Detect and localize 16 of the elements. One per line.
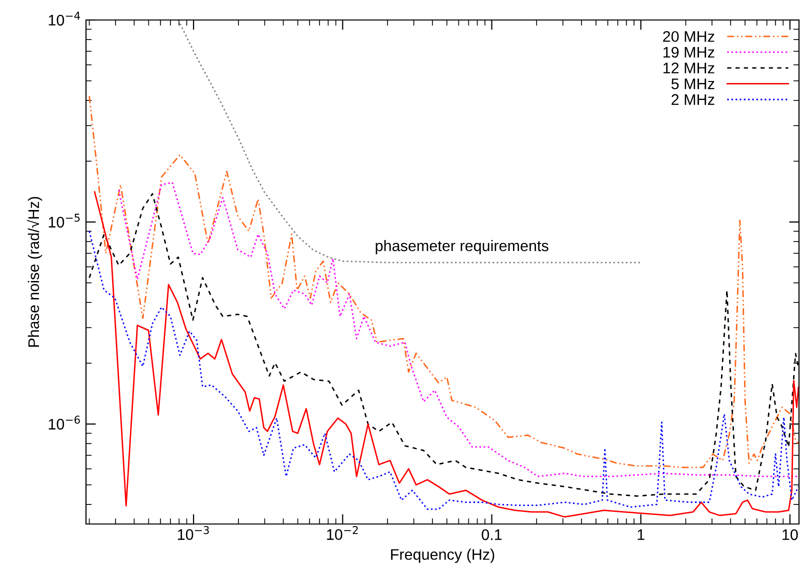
legend-label: 12 MHz bbox=[664, 62, 714, 74]
x-tick-label: 1 bbox=[638, 529, 644, 540]
y-tick-label: 10$^{−6}$ bbox=[48, 416, 80, 430]
x-tick-label: 10$^{−3}$ bbox=[178, 526, 209, 540]
x-axis-title: Frequency (Hz) bbox=[391, 548, 494, 563]
legend-label: 19 MHz bbox=[664, 46, 714, 58]
legend-label: 20 MHz bbox=[663, 31, 714, 42]
x-tick-label: 10$^{−2}$ bbox=[327, 526, 358, 540]
x-tick-label: 0.1 bbox=[482, 529, 502, 540]
y-tick-label: 10$^{−5}$ bbox=[48, 214, 80, 228]
y-axis-title: Phase noise (rad/√Hz) bbox=[26, 197, 42, 347]
legend-label: 5 MHz bbox=[671, 78, 714, 90]
legend-label: 2 MHz bbox=[672, 94, 714, 105]
x-tick-label: 10 bbox=[782, 529, 798, 540]
annotation: phasemeter requirements bbox=[376, 240, 548, 254]
y-tick-label: 10$^{−4}$ bbox=[48, 12, 80, 26]
